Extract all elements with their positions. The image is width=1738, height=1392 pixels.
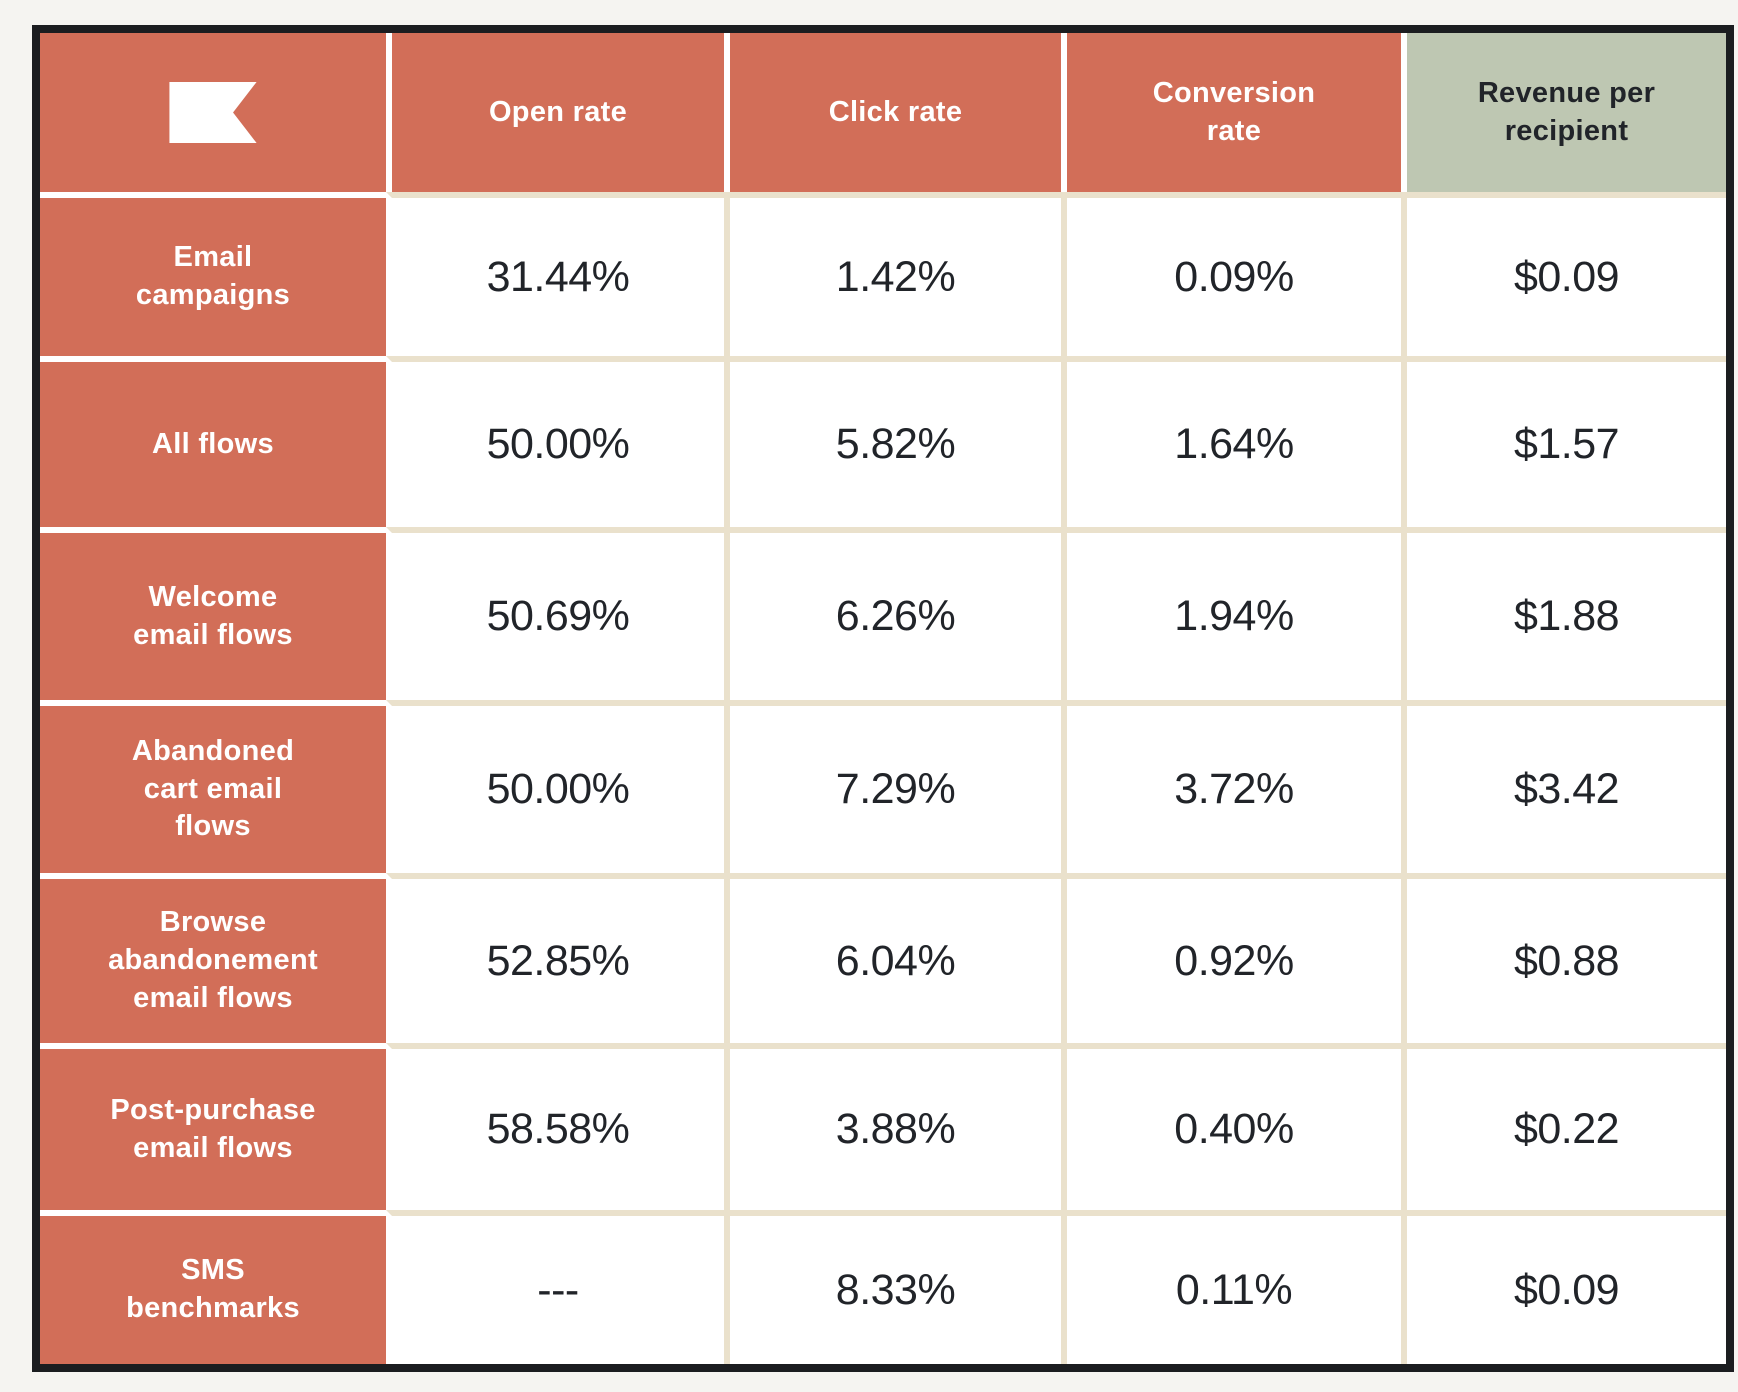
value-text: $0.88 (1513, 936, 1620, 985)
value-text: --- (537, 1265, 579, 1314)
value-cell-welcome-open-rate: 50.69% (386, 527, 724, 700)
value-text: 1.42% (835, 252, 956, 301)
value-text: $1.88 (1513, 592, 1620, 640)
column-header-conversion-rate: Conversion rate (1061, 33, 1401, 192)
row-label-text: All flows (152, 427, 274, 460)
row-label-email-campaigns: Email campaigns (40, 192, 386, 356)
value-text: 1.64% (1174, 420, 1294, 468)
row-label-text: Welcome email flows (133, 580, 293, 651)
value-cell-welcome-revenue: $1.88 (1401, 527, 1726, 700)
row-label-text: Email campaigns (135, 241, 291, 311)
value-text: $1.57 (1513, 420, 1620, 468)
value-cell-abandoned-cart-open-rate: 50.00% (386, 700, 724, 873)
row-label-text: Post-purchase email flows (110, 1093, 316, 1164)
value-text: 0.92% (1174, 936, 1294, 985)
value-text: $3.42 (1513, 765, 1620, 813)
logo-corner-cell (40, 33, 386, 192)
klaviyo-flag-icon (169, 82, 257, 143)
row-label-text: Browse abandonement email flows (108, 906, 318, 1014)
value-text: 50.69% (486, 592, 630, 640)
value-cell-browse-click-rate: 6.04% (724, 873, 1061, 1043)
value-text: 1.94% (1174, 592, 1294, 640)
row-label-text: SMS benchmarks (126, 1254, 300, 1324)
value-text: 52.85% (486, 936, 630, 985)
value-text: 7.29% (835, 765, 956, 813)
value-cell-sms-conversion-rate: 0.11% (1061, 1210, 1401, 1364)
value-text: 50.00% (486, 765, 630, 813)
column-header-label: Open rate (488, 95, 628, 128)
value-text: 31.44% (486, 252, 630, 301)
value-text: 0.11% (1175, 1265, 1293, 1314)
value-cell-welcome-click-rate: 6.26% (724, 527, 1061, 700)
row-label-post-purchase-email-flows: Post-purchase email flows (40, 1043, 386, 1210)
value-text: 5.82% (835, 420, 956, 468)
value-cell-abandoned-cart-click-rate: 7.29% (724, 700, 1061, 873)
value-cell-post-purchase-revenue: $0.22 (1401, 1043, 1726, 1210)
row-label-abandoned-cart-email-flows: Abandoned cart email flows (40, 700, 386, 873)
value-text: $0.22 (1513, 1105, 1620, 1153)
row-label-text: Abandoned cart email flows (131, 734, 295, 843)
value-text: 6.04% (835, 936, 956, 985)
value-cell-email-campaigns-click-rate: 1.42% (724, 192, 1061, 356)
column-header-label: Revenue per recipient (1477, 77, 1656, 147)
value-cell-browse-revenue: $0.88 (1401, 873, 1726, 1043)
benchmarks-table: Open rate Click rate Conversion rate Rev… (32, 25, 1734, 1372)
value-cell-abandoned-cart-revenue: $3.42 (1401, 700, 1726, 873)
value-text: 58.58% (486, 1105, 630, 1153)
value-cell-all-flows-conversion-rate: 1.64% (1061, 356, 1401, 527)
value-text: 3.72% (1174, 765, 1294, 813)
value-cell-all-flows-revenue: $1.57 (1401, 356, 1726, 527)
value-text: 6.26% (835, 592, 956, 640)
value-cell-post-purchase-click-rate: 3.88% (724, 1043, 1061, 1210)
column-header-open-rate: Open rate (386, 33, 724, 192)
column-header-label: Conversion rate (1152, 77, 1316, 147)
value-cell-sms-open-rate: --- (386, 1210, 724, 1364)
value-text: $0.09 (1513, 1265, 1620, 1314)
value-text: 8.33% (835, 1265, 956, 1314)
value-text: 0.09% (1174, 252, 1294, 301)
value-text: 3.88% (835, 1105, 956, 1153)
value-text: 50.00% (486, 420, 630, 468)
value-cell-welcome-conversion-rate: 1.94% (1061, 527, 1401, 700)
column-header-click-rate: Click rate (724, 33, 1061, 192)
row-label-all-flows: All flows (40, 356, 386, 527)
value-cell-browse-open-rate: 52.85% (386, 873, 724, 1043)
value-cell-sms-revenue: $0.09 (1401, 1210, 1726, 1364)
value-text: 0.40% (1174, 1105, 1294, 1153)
value-cell-browse-conversion-rate: 0.92% (1061, 873, 1401, 1043)
column-header-revenue-per-recipient: Revenue per recipient (1401, 33, 1726, 192)
row-label-sms-benchmarks: SMS benchmarks (40, 1210, 386, 1364)
value-cell-post-purchase-open-rate: 58.58% (386, 1043, 724, 1210)
row-label-browse-abandonement-email-flows: Browse abandonement email flows (40, 873, 386, 1043)
value-cell-all-flows-open-rate: 50.00% (386, 356, 724, 527)
value-cell-email-campaigns-open-rate: 31.44% (386, 192, 724, 356)
value-cell-all-flows-click-rate: 5.82% (724, 356, 1061, 527)
value-cell-abandoned-cart-conversion-rate: 3.72% (1061, 700, 1401, 873)
value-cell-sms-click-rate: 8.33% (724, 1210, 1061, 1364)
value-cell-post-purchase-conversion-rate: 0.40% (1061, 1043, 1401, 1210)
value-text: $0.09 (1513, 252, 1620, 301)
column-header-label: Click rate (828, 95, 963, 128)
row-label-welcome-email-flows: Welcome email flows (40, 527, 386, 700)
value-cell-email-campaigns-revenue: $0.09 (1401, 192, 1726, 356)
value-cell-email-campaigns-conversion-rate: 0.09% (1061, 192, 1401, 356)
